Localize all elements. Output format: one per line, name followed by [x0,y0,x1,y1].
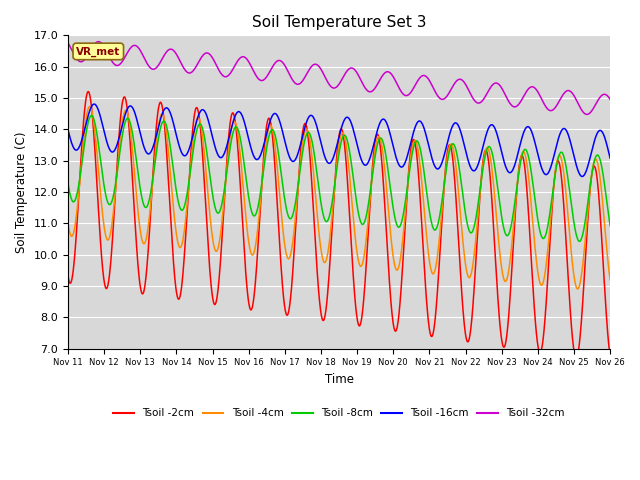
X-axis label: Time: Time [324,373,353,386]
Text: VR_met: VR_met [76,46,120,57]
Y-axis label: Soil Temperature (C): Soil Temperature (C) [15,131,28,253]
Title: Soil Temperature Set 3: Soil Temperature Set 3 [252,15,426,30]
Legend: Tsoil -2cm, Tsoil -4cm, Tsoil -8cm, Tsoil -16cm, Tsoil -32cm: Tsoil -2cm, Tsoil -4cm, Tsoil -8cm, Tsoi… [109,404,569,422]
